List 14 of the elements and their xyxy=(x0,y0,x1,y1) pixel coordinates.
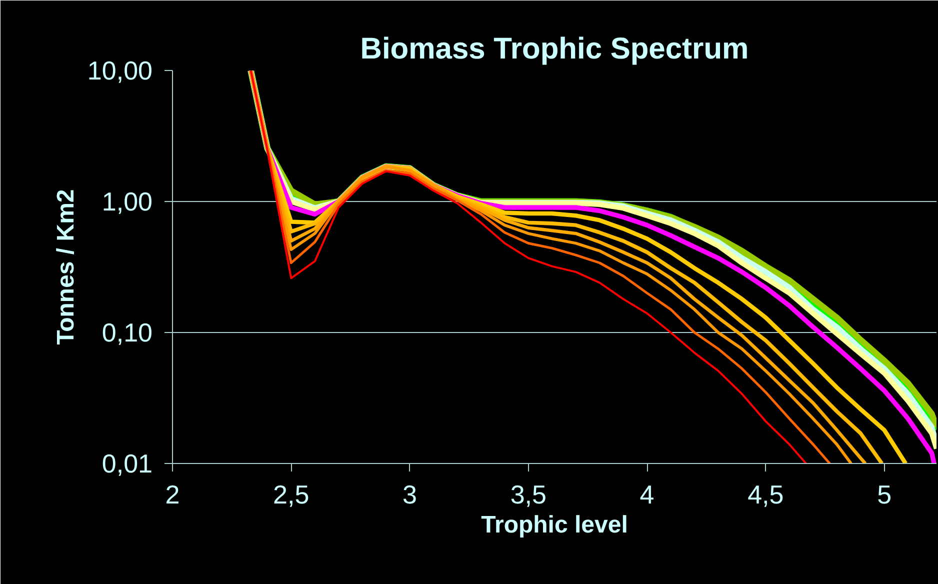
y-tick-label: 0,01 xyxy=(102,448,153,478)
x-tick-label: 5 xyxy=(877,480,892,510)
y-tick-label: 0,10 xyxy=(102,318,153,348)
x-tick-label: 3 xyxy=(402,480,418,510)
x-tick-label: 4,5 xyxy=(748,480,784,510)
x-tick-label: 2,5 xyxy=(273,480,310,510)
chart-title: Biomass Trophic Spectrum xyxy=(360,32,749,66)
y-tick-label: 1,00 xyxy=(102,186,153,216)
x-axis-title: Trophic level xyxy=(481,512,628,538)
x-tick-label: 3,5 xyxy=(510,480,546,510)
y-tick-label: 10,00 xyxy=(87,56,153,86)
x-tick-label: 2 xyxy=(165,480,180,510)
y-axis-title: Tonnes / Km2 xyxy=(52,189,80,345)
x-tick-label: 4 xyxy=(640,480,654,510)
